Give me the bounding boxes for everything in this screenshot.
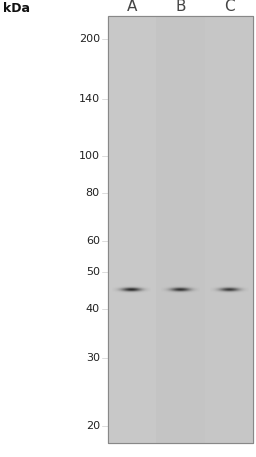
Text: A: A	[127, 0, 137, 14]
Text: 100: 100	[79, 151, 100, 161]
Text: 40: 40	[86, 304, 100, 314]
Text: 50: 50	[86, 267, 100, 277]
Text: 200: 200	[79, 34, 100, 44]
Text: 30: 30	[86, 353, 100, 362]
Bar	[108, 16, 253, 443]
Bar	[108, 16, 253, 443]
Text: 80: 80	[86, 188, 100, 198]
Bar	[108, 16, 156, 443]
Text: 140: 140	[79, 94, 100, 104]
Bar	[205, 16, 253, 443]
Bar	[156, 16, 205, 443]
Text: kDa: kDa	[3, 2, 29, 15]
Text: 20: 20	[86, 420, 100, 430]
Text: 60: 60	[86, 236, 100, 246]
Text: C: C	[224, 0, 234, 14]
Text: B: B	[175, 0, 186, 14]
